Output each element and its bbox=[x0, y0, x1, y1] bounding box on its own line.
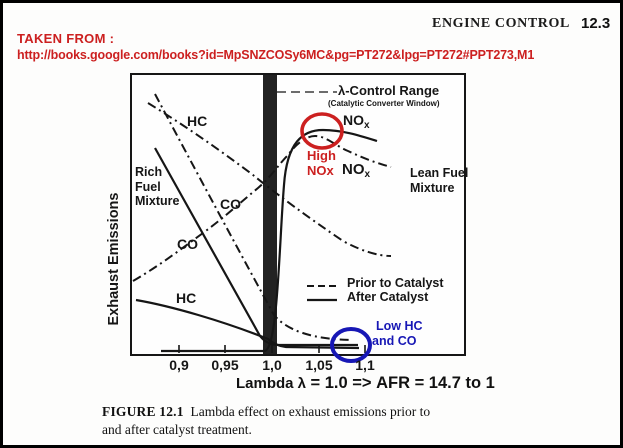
control-range-title: λ-Control Range bbox=[338, 83, 440, 98]
curve-hc-prior bbox=[147, 102, 392, 257]
high-nox-circle-annotation bbox=[300, 112, 344, 150]
curve-co-prior bbox=[154, 93, 353, 341]
running-head: ENGINE CONTROL bbox=[432, 16, 570, 31]
catalyst-window-band bbox=[263, 75, 277, 354]
nox-subscript: x bbox=[364, 169, 371, 180]
afr-annotation: = 1.0 => AFR = 14.7 to 1 bbox=[310, 374, 495, 392]
x-axis-title-row: Lambda λ = 1.0 => AFR = 14.7 to 1 bbox=[236, 374, 495, 393]
caption-line-1: FIGURE 12.1 Lambda effect on exhaust emi… bbox=[102, 404, 431, 419]
rich-mixture-label: Rich Fuel Mixture bbox=[135, 165, 180, 208]
nox-after-curve-label: NOx bbox=[343, 112, 370, 131]
x-tick-label: 1,1 bbox=[355, 357, 375, 373]
x-tick-label: 0,95 bbox=[211, 357, 239, 373]
hc-prior-curve-label: HC bbox=[187, 113, 208, 129]
low-emissions-circle-annotation bbox=[330, 327, 372, 363]
page-number: 12.3 bbox=[581, 15, 611, 32]
high-nox-annotation: High NOx bbox=[307, 148, 336, 178]
nox-subscript: x bbox=[364, 120, 370, 131]
emissions-chart-svg bbox=[132, 75, 392, 363]
x-axis-title: Lambda λ bbox=[236, 375, 307, 392]
figure-number: FIGURE 12.1 bbox=[102, 404, 184, 419]
lean-mixture-label: Lean Fuel Mixture bbox=[410, 166, 469, 195]
x-tick-label: 1,0 bbox=[262, 357, 282, 373]
curve-nox-prior bbox=[132, 134, 392, 282]
legend-after-label: After Catalyst bbox=[347, 290, 429, 304]
control-range-subtitle: (Catalytic Converter Window) bbox=[328, 99, 440, 108]
nox-prior-curve-label: NOx bbox=[342, 161, 371, 180]
curve-hc-after bbox=[135, 298, 360, 350]
low-emissions-annotation: Low HC and CO bbox=[372, 319, 423, 348]
x-tick-label: 0,9 bbox=[169, 357, 189, 373]
co-prior-curve-label: CO bbox=[220, 196, 241, 212]
co-after-curve-label: CO bbox=[177, 236, 198, 252]
source-note-label: TAKEN FROM : bbox=[17, 31, 115, 46]
x-tick-label: 1,05 bbox=[305, 357, 333, 373]
x-axis-ticks bbox=[178, 345, 366, 353]
y-axis-label: Exhaust Emissions bbox=[106, 192, 122, 326]
figure-caption: FIGURE 12.1 Lambda effect on exhaust emi… bbox=[102, 403, 522, 438]
caption-line-2: and after catalyst treatment. bbox=[102, 421, 252, 437]
emissions-figure-plot: HC Rich Fuel Mixture CO CO HC NOx NOx Hi… bbox=[130, 73, 468, 363]
hc-after-curve-label: HC bbox=[176, 290, 197, 306]
legend-prior-label: Prior to Catalyst bbox=[347, 276, 444, 290]
source-note-url: http://books.google.com/books?id=MpSNZCO… bbox=[17, 48, 535, 62]
